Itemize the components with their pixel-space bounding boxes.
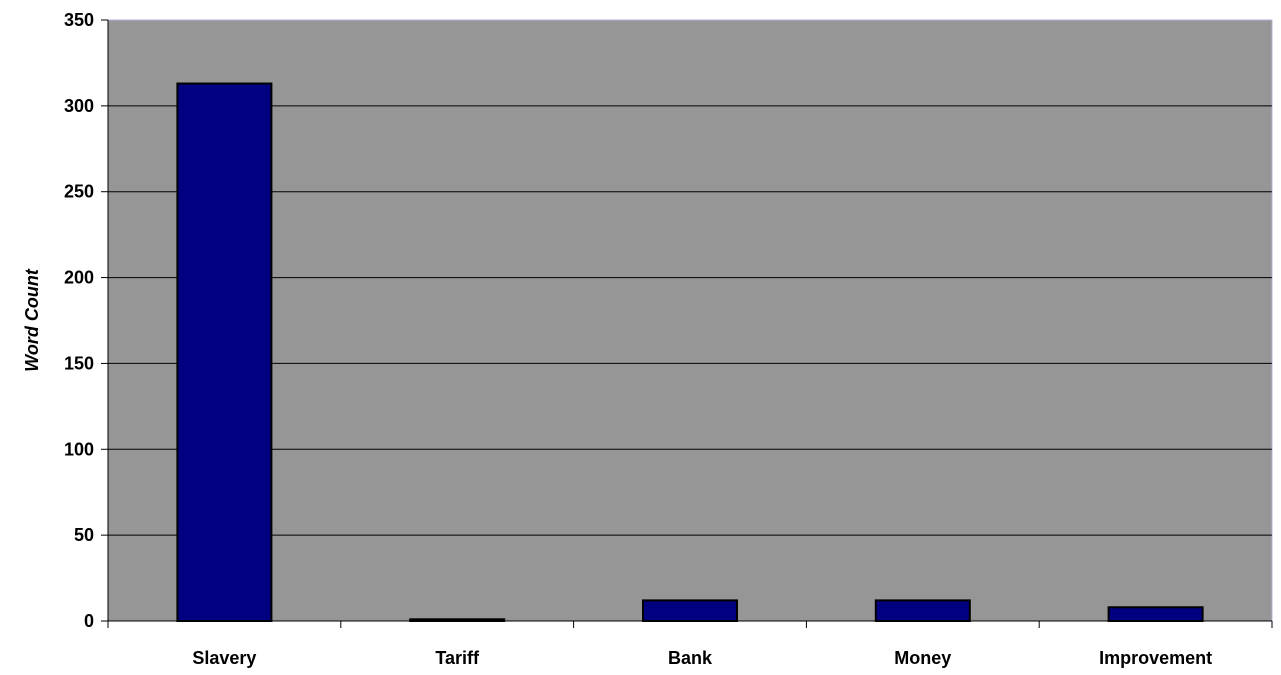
gridlines [108,105,1272,536]
y-tick-label: 300 [64,96,94,116]
y-axis-title: Word Count [22,268,42,372]
bar-money [874,599,971,623]
y-tick-label: 350 [64,10,94,30]
x-tick-label: Slavery [192,648,256,668]
x-tick-label: Tariff [435,648,480,668]
x-tick-label: Money [894,648,951,668]
y-tick-label: 50 [74,525,94,545]
plot-area [107,19,1273,622]
x-tick-label: Bank [668,648,713,668]
x-tick-label: Improvement [1099,648,1212,668]
y-tick-labels: 0 50 100 150 200 250 300 350 [64,10,94,631]
bar-improvement [1107,606,1204,623]
y-tick-label: 200 [64,268,94,288]
axes [101,19,1273,628]
bar-bank [642,599,738,623]
y-tick-label: 250 [64,182,94,202]
y-tick-label: 100 [64,439,94,459]
y-tick-label: 150 [64,353,94,373]
y-tick-label: 0 [84,611,94,631]
x-tick-labels: Slavery Tariff Bank Money Improvement [192,648,1212,668]
bar-slavery [176,82,273,622]
